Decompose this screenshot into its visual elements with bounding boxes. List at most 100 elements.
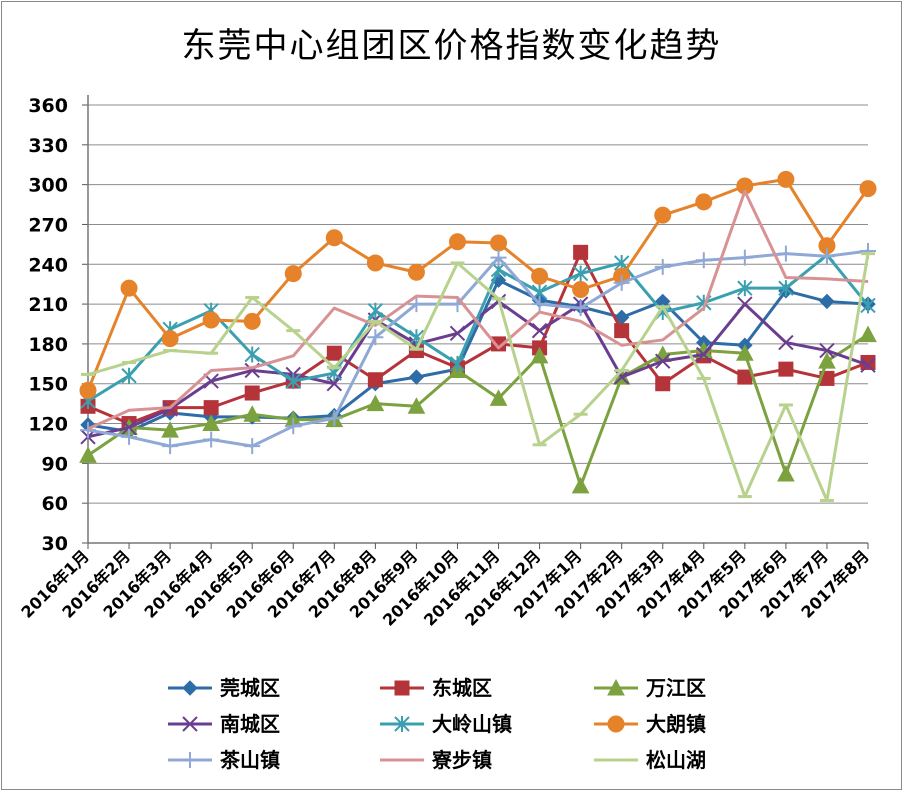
data-point (572, 300, 589, 317)
y-tick-label: 180 (28, 334, 68, 356)
series-7 (80, 243, 876, 455)
data-point (367, 329, 384, 346)
data-point (366, 394, 385, 412)
legend-item: 莞城区 (168, 676, 280, 700)
data-point (243, 312, 261, 330)
legend-label: 南城区 (220, 712, 280, 736)
data-point (614, 323, 630, 339)
data-point (120, 279, 138, 297)
data-point (448, 233, 466, 251)
data-point (531, 267, 549, 285)
legend-item: 松山湖 (594, 748, 706, 772)
y-tick-label: 300 (28, 175, 68, 197)
data-point (251, 367, 253, 369)
legend-item: 大岭山镇 (380, 712, 512, 736)
data-point (736, 249, 753, 266)
data-point (539, 311, 541, 313)
data-point (490, 249, 507, 266)
data-point (394, 716, 410, 732)
data-point (860, 357, 876, 373)
legend-item: 茶山镇 (168, 748, 280, 772)
series-9 (81, 252, 875, 503)
data-point (128, 409, 130, 411)
data-point (655, 376, 671, 392)
series-line (87, 189, 869, 431)
y-tick-label: 330 (28, 135, 68, 157)
data-point (859, 180, 877, 198)
data-point (778, 361, 794, 377)
data-point (374, 324, 376, 326)
data-point (367, 302, 384, 319)
data-point (654, 258, 671, 275)
data-point (489, 389, 508, 406)
data-point (490, 234, 508, 252)
data-point (703, 307, 705, 309)
data-point (162, 438, 179, 455)
data-point (818, 352, 836, 369)
legend-label: 大朗镇 (646, 712, 706, 736)
data-point (818, 248, 835, 265)
data-point (121, 419, 137, 436)
data-point (161, 421, 179, 438)
y-tick-label: 150 (28, 374, 68, 396)
y-tick-label: 30 (42, 533, 68, 555)
data-point (613, 274, 630, 291)
data-point (744, 190, 746, 192)
data-point (860, 297, 876, 314)
data-point (530, 346, 549, 364)
data-point (325, 229, 343, 247)
data-point (80, 422, 96, 439)
data-point (121, 428, 138, 445)
data-point (182, 680, 198, 696)
data-point (243, 405, 262, 422)
series-8 (87, 189, 869, 431)
data-point (244, 385, 260, 401)
data-point (491, 336, 507, 352)
data-point (366, 254, 384, 272)
data-point (456, 296, 458, 298)
data-point (696, 346, 712, 363)
data-point (859, 325, 877, 343)
legend-item: 万江区 (594, 676, 706, 700)
data-point (607, 678, 625, 696)
data-point (572, 265, 589, 282)
y-tick-label: 90 (42, 453, 68, 475)
y-tick-label: 360 (28, 95, 68, 117)
data-point (736, 344, 754, 361)
data-point (407, 263, 425, 281)
data-point (737, 296, 753, 312)
data-point (415, 295, 417, 297)
chart-title: 东莞中心组团区价格指数变化趋势 (181, 26, 722, 66)
data-point (778, 280, 794, 297)
legend-label: 大岭山镇 (432, 712, 512, 736)
y-tick-label: 270 (28, 214, 68, 236)
data-point (613, 369, 630, 385)
data-point (401, 759, 403, 761)
data-point (244, 346, 260, 363)
data-point (572, 280, 590, 298)
data-point (367, 372, 383, 388)
data-point (777, 464, 795, 482)
data-point (407, 397, 426, 414)
data-point (695, 252, 712, 269)
legend-label: 寮步镇 (431, 748, 492, 772)
series-2 (80, 244, 876, 432)
data-point (737, 280, 753, 297)
data-point (580, 320, 582, 322)
data-point (284, 265, 302, 283)
data-point (87, 428, 89, 430)
legend-label: 莞城区 (220, 676, 280, 700)
legend-item: 寮步镇 (380, 748, 492, 772)
data-point (571, 476, 590, 494)
legend-item: 东城区 (380, 676, 492, 700)
data-point (202, 414, 220, 432)
data-point (785, 277, 787, 279)
data-point (169, 407, 171, 409)
data-point (607, 715, 625, 733)
data-point (449, 355, 466, 372)
data-point (333, 307, 335, 309)
data-point (285, 418, 302, 435)
data-point (531, 296, 548, 313)
